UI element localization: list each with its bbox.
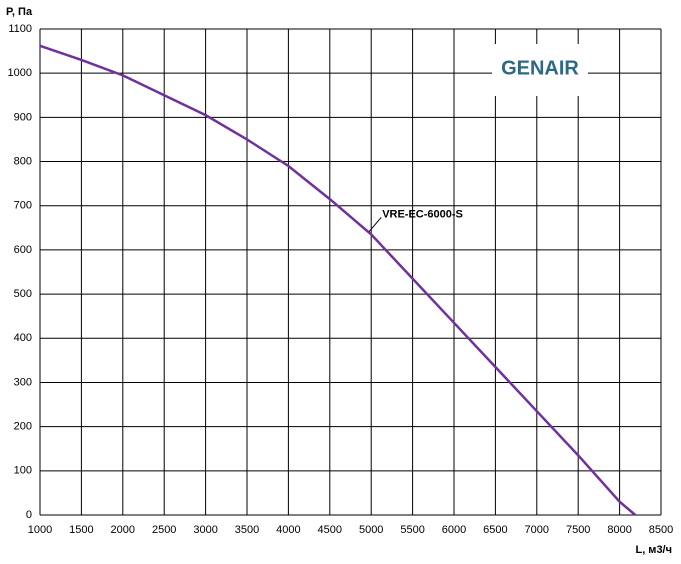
x-tick-label: 8000 xyxy=(607,524,631,536)
x-tick-label: 4000 xyxy=(276,524,300,536)
logo: GENAIR xyxy=(501,57,579,79)
x-tick-label: 7500 xyxy=(566,524,590,536)
y-tick-label: 1000 xyxy=(8,67,32,79)
y-tick-label: 500 xyxy=(14,288,32,300)
x-tick-label: 3000 xyxy=(193,524,217,536)
x-tick-label: 2500 xyxy=(152,524,176,536)
y-axis-label: P, Па xyxy=(6,6,33,18)
x-tick-label: 8500 xyxy=(649,524,673,536)
x-tick-label: 5000 xyxy=(359,524,383,536)
x-tick-label: 3500 xyxy=(235,524,259,536)
label-leader xyxy=(368,217,382,232)
x-tick-label: 5500 xyxy=(400,524,424,536)
logo-box xyxy=(492,44,588,96)
x-tick-label: 1000 xyxy=(28,524,52,536)
x-tick-label: 2000 xyxy=(111,524,135,536)
y-tick-label: 300 xyxy=(14,376,32,388)
y-tick-label: 200 xyxy=(14,421,32,433)
x-tick-label: 1500 xyxy=(69,524,93,536)
y-tick-label: 900 xyxy=(14,111,32,123)
series-line xyxy=(39,44,637,516)
x-tick-label: 6000 xyxy=(442,524,466,536)
x-tick-label: 6500 xyxy=(483,524,507,536)
x-tick-label: 7000 xyxy=(525,524,549,536)
y-tick-label: 700 xyxy=(14,200,32,212)
series-label: VRE-EC-6000-S xyxy=(382,208,463,220)
y-tick-label: 800 xyxy=(14,155,32,167)
y-tick-label: 0 xyxy=(26,509,32,521)
x-axis-label: L, м3/ч xyxy=(635,544,672,556)
y-tick-label: 400 xyxy=(14,332,32,344)
x-tick-label: 4500 xyxy=(318,524,342,536)
y-tick-label: 1100 xyxy=(8,23,32,35)
y-tick-label: 600 xyxy=(14,244,32,256)
y-tick-label: 100 xyxy=(14,465,32,477)
